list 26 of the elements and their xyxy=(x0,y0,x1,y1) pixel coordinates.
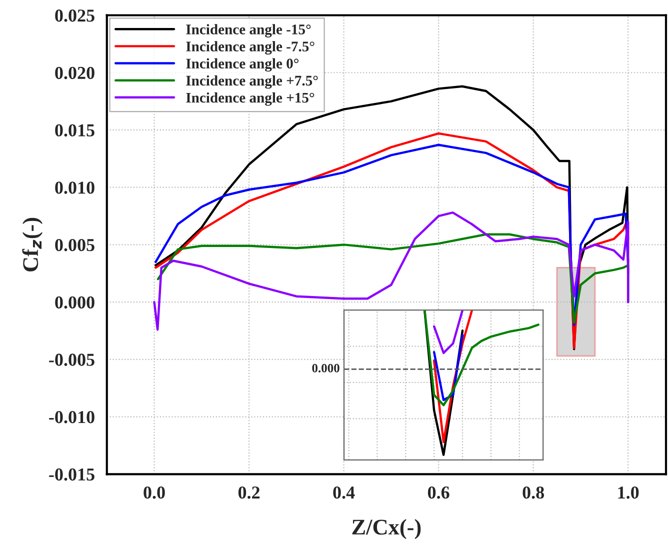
y-axis-title: Cf$_{z}$(-) xyxy=(22,218,43,272)
y-tick-label: -0.015 xyxy=(49,468,94,481)
x-tick-label: 0.8 xyxy=(522,486,544,499)
y-tick-label: -0.010 xyxy=(49,411,94,424)
line-series xyxy=(153,211,630,331)
legend-label: Incidence angle +15° xyxy=(186,92,314,106)
legend-label: Incidence angle -15° xyxy=(186,24,311,38)
y-tick-label: 0.010 xyxy=(55,182,94,194)
y-tick-label: 0.025 xyxy=(55,10,94,22)
line-series xyxy=(154,144,630,326)
x-tick-label: 0.2 xyxy=(238,486,260,499)
x-tick-label: 0.6 xyxy=(428,486,450,499)
y-tick-label: 0.020 xyxy=(55,66,94,80)
x-axis-title: Z/Cx(-) xyxy=(352,518,421,540)
legend-label: Incidence angle -7.5° xyxy=(186,41,314,55)
x-tick-label: 0.4 xyxy=(333,486,355,499)
line-series xyxy=(156,233,630,324)
legend-label: Incidence angle +7.5° xyxy=(186,75,318,89)
y-tick-label: 0.005 xyxy=(55,238,94,252)
ref-line-label: 0.000 xyxy=(312,364,340,372)
y-tick-label: 0.015 xyxy=(55,124,94,137)
x-tick-label: 0.0 xyxy=(144,486,165,499)
y-tick-label: -0.005 xyxy=(49,354,94,366)
y-tick-label: 0.000 xyxy=(55,296,94,309)
x-tick-label: 1.0 xyxy=(618,486,639,499)
legend-label: Incidence angle 0° xyxy=(186,58,298,72)
